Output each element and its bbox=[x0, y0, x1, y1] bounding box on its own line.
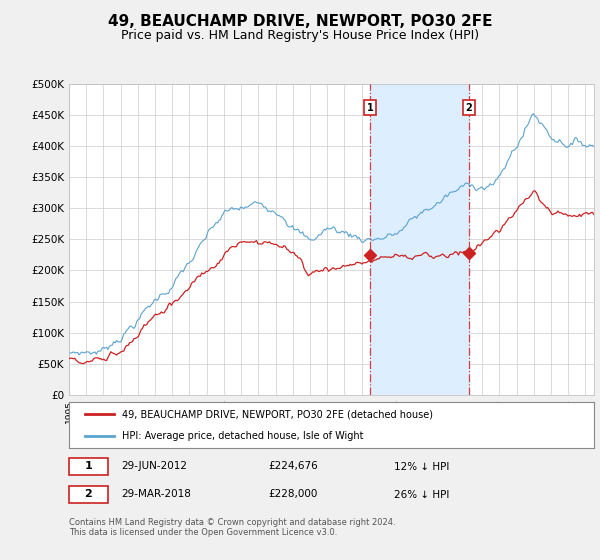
Text: 2: 2 bbox=[466, 102, 472, 113]
FancyBboxPatch shape bbox=[69, 486, 109, 503]
Bar bbox=[370, 84, 469, 395]
Text: 49, BEAUCHAMP DRIVE, NEWPORT, PO30 2FE (detached house): 49, BEAUCHAMP DRIVE, NEWPORT, PO30 2FE (… bbox=[121, 409, 433, 419]
Text: 29-MAR-2018: 29-MAR-2018 bbox=[121, 489, 191, 500]
Text: £228,000: £228,000 bbox=[269, 489, 318, 500]
Text: 26% ↓ HPI: 26% ↓ HPI bbox=[395, 489, 450, 500]
Text: HPI: Average price, detached house, Isle of Wight: HPI: Average price, detached house, Isle… bbox=[121, 431, 363, 441]
Text: 2: 2 bbox=[85, 489, 92, 500]
Text: Price paid vs. HM Land Registry's House Price Index (HPI): Price paid vs. HM Land Registry's House … bbox=[121, 29, 479, 42]
Text: 49, BEAUCHAMP DRIVE, NEWPORT, PO30 2FE: 49, BEAUCHAMP DRIVE, NEWPORT, PO30 2FE bbox=[108, 14, 492, 29]
Text: £224,676: £224,676 bbox=[269, 461, 318, 472]
Text: Contains HM Land Registry data © Crown copyright and database right 2024.
This d: Contains HM Land Registry data © Crown c… bbox=[69, 518, 395, 538]
Text: 1: 1 bbox=[85, 461, 92, 472]
Text: 29-JUN-2012: 29-JUN-2012 bbox=[121, 461, 187, 472]
Text: 1: 1 bbox=[367, 102, 373, 113]
Text: 12% ↓ HPI: 12% ↓ HPI bbox=[395, 461, 450, 472]
FancyBboxPatch shape bbox=[69, 458, 109, 475]
